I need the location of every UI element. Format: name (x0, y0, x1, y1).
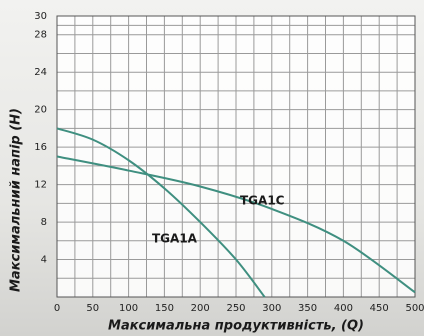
x-tick-label: 400 (334, 303, 353, 314)
y-tick-label: 30 (34, 11, 47, 22)
y-tick-label: 24 (34, 67, 47, 78)
x-tick-label: 50 (86, 303, 99, 314)
x-tick-label: 250 (226, 303, 245, 314)
x-tick-label: 300 (262, 303, 281, 314)
y-axis-title: Максимальний напір (Н) (9, 108, 24, 292)
x-tick-label: 500 (405, 303, 424, 314)
series-label: TGA1A (152, 232, 198, 246)
y-tick-label: 8 (41, 217, 47, 228)
y-tick-label: 28 (34, 30, 47, 41)
x-tick-label: 0 (54, 303, 60, 314)
x-tick-label: 100 (119, 303, 138, 314)
y-tick-label: 16 (34, 142, 47, 153)
series-line (56, 127, 266, 298)
x-tick-label: 450 (370, 303, 389, 314)
x-tick-label: 350 (298, 303, 317, 314)
y-tick-label: 20 (34, 105, 47, 116)
y-tick-label: 4 (41, 255, 47, 266)
series-label: TGA1C (240, 194, 285, 208)
x-tick-label: 200 (191, 303, 210, 314)
y-tick-label: 12 (34, 180, 47, 191)
series-line (56, 155, 416, 294)
x-axis-title: Максимальна продуктивність, (Q) (108, 319, 364, 334)
x-tick-label: 150 (155, 303, 174, 314)
